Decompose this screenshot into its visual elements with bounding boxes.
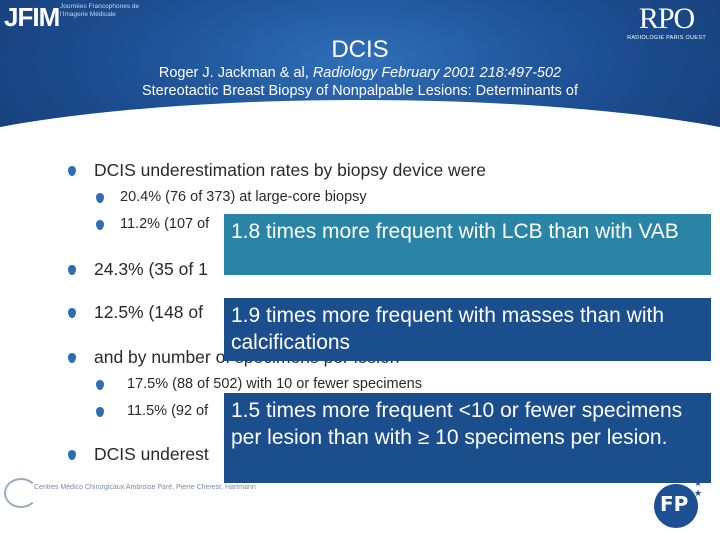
bullet-text: 17.5% (88 of 502) with 10 or fewer speci… bbox=[127, 376, 422, 392]
bullet-text: 11.5% (92 of bbox=[127, 403, 209, 419]
slide-title: DCIS bbox=[331, 36, 389, 63]
slide-header: JFIM Journées Francophones de l'Imagerie… bbox=[0, 0, 720, 150]
bullet-drop-icon bbox=[68, 166, 76, 176]
bullet-drop-icon bbox=[96, 220, 104, 230]
title-block: DCIS Roger J. Jackman & al, Radiology Fe… bbox=[0, 36, 720, 133]
bullet-text: 12.5% (148 of bbox=[94, 302, 203, 322]
centres-medico-logo-text: Centres Médico Chirurgicaux Ambroise Par… bbox=[34, 484, 256, 491]
bullet-text: 11.2% (107 of bbox=[120, 216, 210, 232]
rpo-logo: RPO RADIOLOGIE PARIS OUEST bbox=[627, 2, 706, 42]
bullet-text: 20.4% (76 of 373) at large-core biopsy bbox=[120, 189, 367, 205]
callout-specimen-count: 1.5 times more frequent <10 or fewer spe… bbox=[224, 393, 711, 483]
article-title-line1: Stereotactic Breast Biopsy of Nonpalpabl… bbox=[141, 83, 579, 99]
rpo-logo-subtitle: RADIOLOGIE PARIS OUEST bbox=[627, 35, 706, 41]
star-icon: ★ ★ bbox=[694, 478, 703, 498]
bullet-drop-icon bbox=[96, 193, 104, 203]
fp-logo-text: FP bbox=[660, 492, 689, 516]
bullet-drop-icon bbox=[96, 407, 104, 417]
bullet-text: DCIS underestimation rates by biopsy dev… bbox=[94, 160, 486, 180]
jfim-logo: JFIM bbox=[4, 2, 60, 32]
article-title-big: Underestimation Rates bbox=[319, 101, 564, 128]
callout-lcb-vs-vab: 1.8 times more frequent with LCB than wi… bbox=[224, 214, 711, 275]
bullet-drop-icon bbox=[96, 380, 104, 390]
citation-author: Roger J. Jackman & al, bbox=[158, 65, 313, 81]
citation-line: Roger J. Jackman & al, Radiology Februar… bbox=[0, 64, 720, 82]
bullet-text: DCIS underest bbox=[94, 444, 209, 464]
bullet-drop-icon bbox=[68, 308, 76, 318]
bullet-drop-icon bbox=[68, 265, 76, 275]
bullet-drop-icon bbox=[68, 450, 76, 460]
fp-logo-circle bbox=[654, 484, 698, 528]
fp-logo: FP ★ ★ bbox=[650, 478, 710, 528]
callout-masses-vs-calcifications: 1.9 times more frequent with masses than… bbox=[224, 298, 711, 361]
bullet-drop-icon bbox=[68, 353, 76, 363]
bullet-text: 24.3% (35 of 1 bbox=[94, 259, 208, 279]
centres-medico-logo-icon bbox=[4, 478, 38, 508]
citation-journal: Radiology February 2001 218:497-502 bbox=[312, 65, 562, 81]
jfim-logo-subtitle: Journées Francophones de l'Imagerie Médi… bbox=[60, 3, 140, 18]
article-title-line2: Ductal Carcinoma in Situ Underestimation… bbox=[0, 100, 720, 133]
article-title-small: Ductal Carcinoma in Situ bbox=[156, 110, 320, 126]
rpo-logo-mark: RPO bbox=[638, 2, 695, 35]
